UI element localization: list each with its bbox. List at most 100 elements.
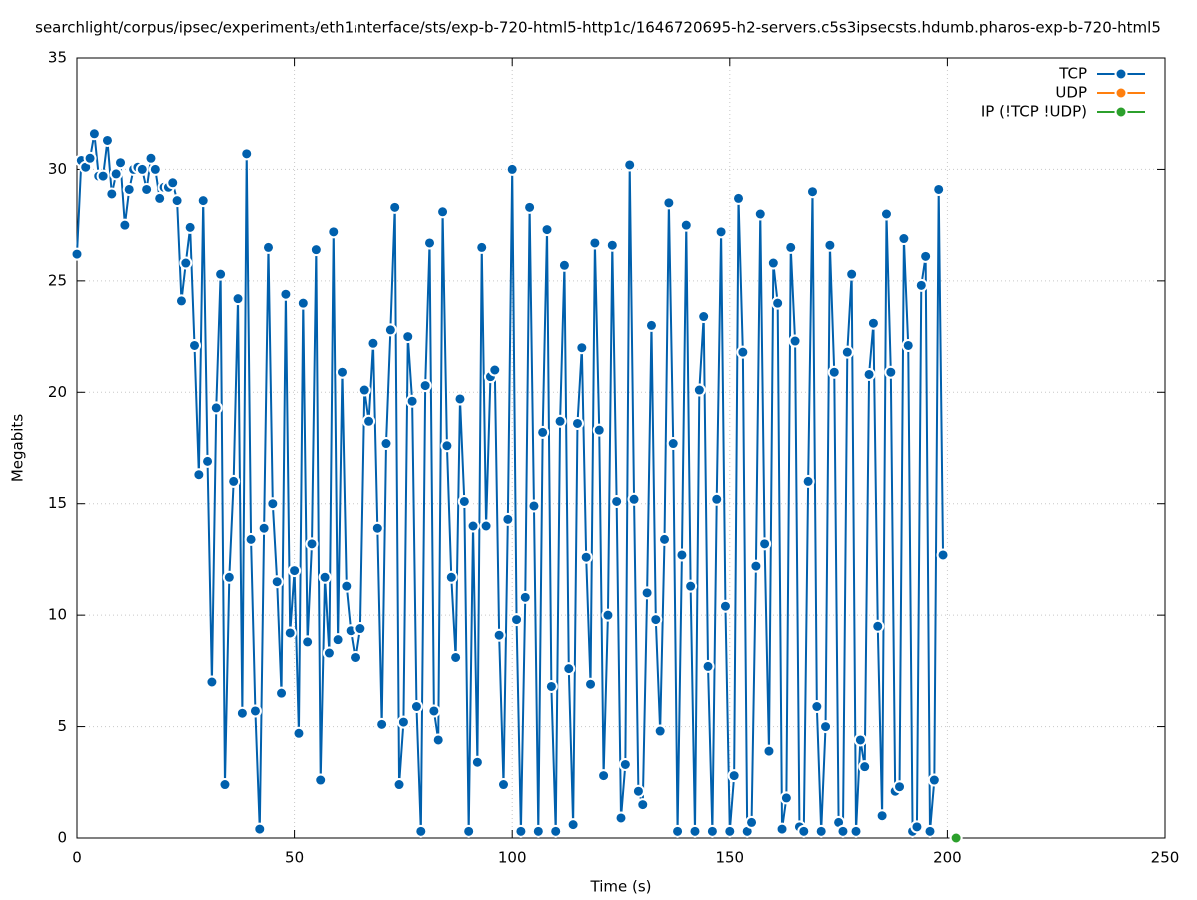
data-point (919, 249, 933, 263)
data-point (901, 338, 915, 352)
data-point (879, 207, 893, 221)
data-point (601, 608, 615, 622)
data-point (827, 365, 841, 379)
legend-marker (1114, 105, 1128, 119)
x-tick-label: 150 (715, 849, 744, 867)
data-point (318, 570, 332, 584)
data-point (949, 831, 963, 845)
data-point (544, 679, 558, 693)
data-point (649, 613, 663, 627)
data-point (183, 220, 197, 234)
data-point (797, 824, 811, 838)
data-point (701, 659, 715, 673)
legend-label: TCP (1058, 65, 1087, 83)
y-tick-label: 5 (57, 717, 67, 735)
data-point (540, 223, 554, 237)
data-point (644, 318, 658, 332)
y-tick-label: 25 (48, 271, 67, 289)
data-point (784, 240, 798, 254)
y-tick-label: 0 (57, 829, 67, 847)
data-point (235, 706, 249, 720)
data-point (871, 619, 885, 633)
data-point (653, 724, 667, 738)
data-point (444, 570, 458, 584)
data-point (362, 414, 376, 428)
data-point (718, 599, 732, 613)
data-point (83, 151, 97, 165)
data-point (261, 240, 275, 254)
x-axis-label: Time (s) (590, 878, 652, 896)
data-point (340, 579, 354, 593)
data-point (301, 635, 315, 649)
data-point (196, 194, 210, 208)
data-point (118, 218, 132, 232)
data-point (192, 468, 206, 482)
legend-label: UDP (1055, 84, 1087, 102)
data-point (205, 675, 219, 689)
x-tick-label: 50 (285, 849, 304, 867)
data-point (518, 590, 532, 604)
x-tick-label: 0 (72, 849, 82, 867)
data-point (549, 824, 563, 838)
series-line (76, 133, 945, 834)
data-point (479, 519, 493, 533)
data-point (135, 162, 149, 176)
data-point (470, 755, 484, 769)
data-point (910, 820, 924, 834)
data-point (610, 494, 624, 508)
data-point (305, 537, 319, 551)
data-point (679, 218, 693, 232)
data-point (174, 294, 188, 308)
data-point (849, 824, 863, 838)
data-point (396, 715, 410, 729)
data-point (766, 256, 780, 270)
data-point (675, 548, 689, 562)
data-point (496, 778, 510, 792)
data-point (640, 586, 654, 600)
data-point (418, 379, 432, 393)
data-point (523, 200, 537, 214)
data-point (366, 336, 380, 350)
data-point (627, 492, 641, 506)
data-point (745, 815, 759, 829)
data-point (758, 537, 772, 551)
y-tick-label: 10 (48, 606, 67, 624)
data-point (531, 824, 545, 838)
data-point (457, 494, 471, 508)
data-point (179, 256, 193, 270)
data-point (562, 662, 576, 676)
data-point (819, 720, 833, 734)
data-point (866, 316, 880, 330)
data-point (218, 778, 232, 792)
data-point (788, 334, 802, 348)
data-point (618, 757, 632, 771)
data-point (327, 225, 341, 239)
data-point (662, 196, 676, 210)
data-point (923, 824, 937, 838)
data-point (270, 575, 284, 589)
data-point (514, 824, 528, 838)
data-point (214, 267, 228, 281)
data-point (884, 365, 898, 379)
data-point (840, 345, 854, 359)
data-point (244, 532, 258, 546)
data-point (423, 236, 437, 250)
data-point (188, 338, 202, 352)
data-point (440, 439, 454, 453)
data-point (266, 497, 280, 511)
data-point (749, 559, 763, 573)
data-point (845, 267, 859, 281)
data-point (723, 824, 737, 838)
data-point (932, 182, 946, 196)
data-point (527, 499, 541, 513)
y-tick-label: 20 (48, 383, 67, 401)
data-point (222, 570, 236, 584)
data-point (575, 341, 589, 355)
data-point (875, 809, 889, 823)
data-point (466, 519, 480, 533)
data-point (636, 798, 650, 812)
plot-border (76, 57, 1166, 839)
data-point (375, 717, 389, 731)
data-point (732, 191, 746, 205)
data-point (144, 151, 158, 165)
